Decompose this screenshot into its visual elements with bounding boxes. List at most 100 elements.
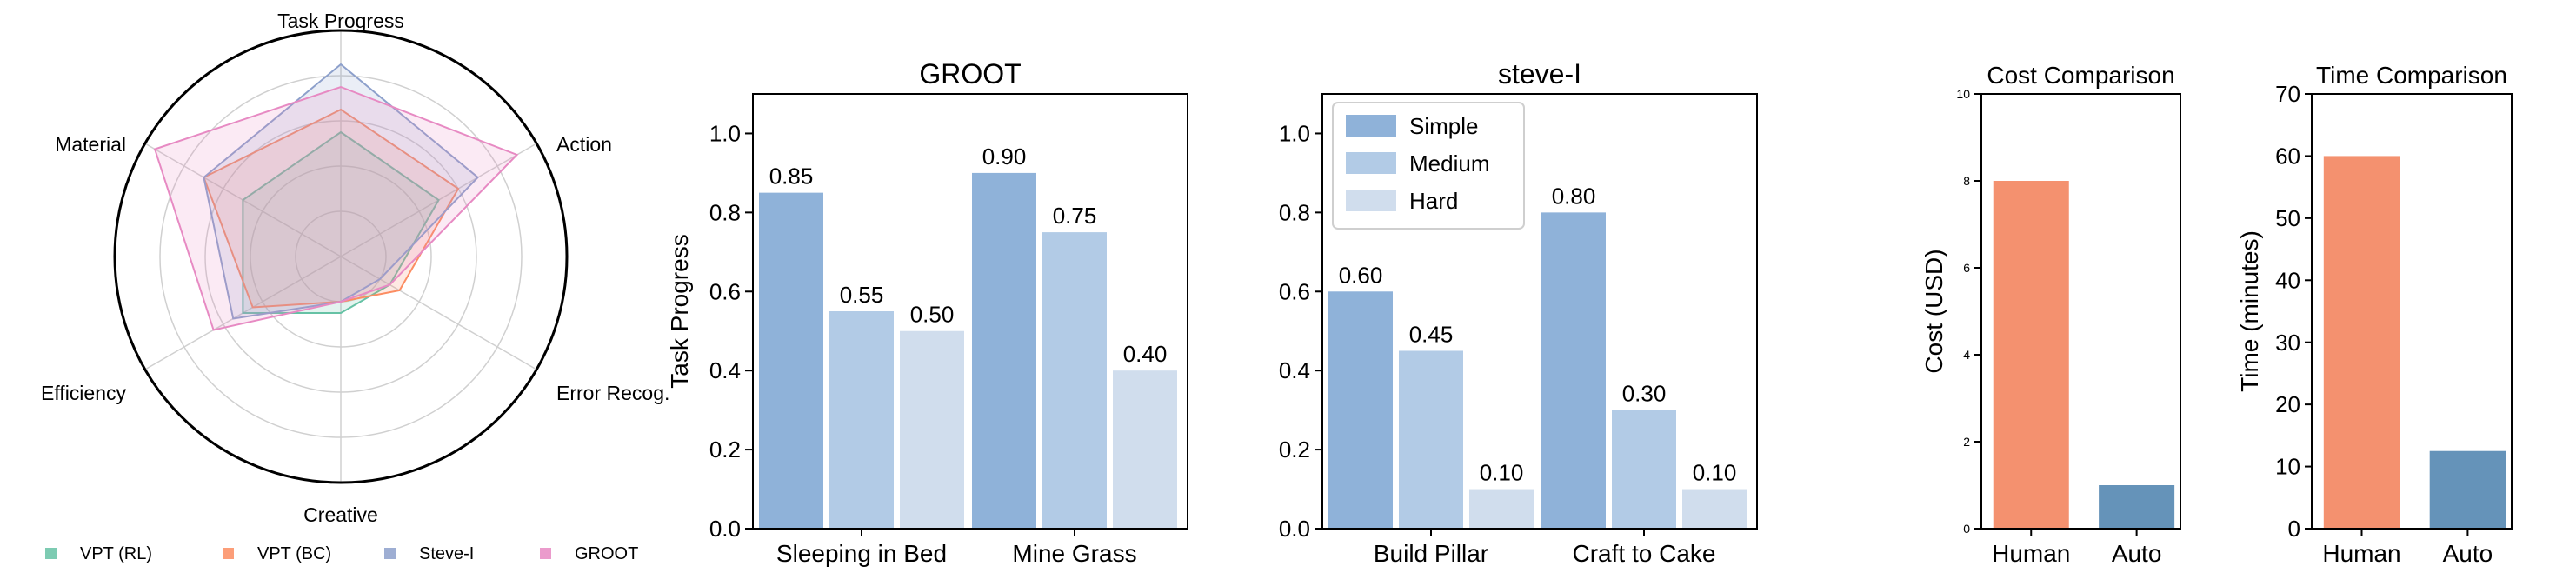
legend-label: VPT (RL): [80, 544, 152, 563]
x-tick-label: Auto: [2112, 540, 2162, 567]
y-tick-label: 50: [2275, 205, 2300, 231]
bar: [829, 311, 894, 529]
y-tick-label: 0.0: [709, 516, 741, 542]
legend-label: VPT (BC): [257, 544, 331, 563]
y-tick-label: 0.2: [1279, 436, 1310, 463]
legend-label: Medium: [1409, 150, 1489, 177]
y-tick-label: 1.0: [1279, 120, 1310, 146]
radar-outer-ring: [113, 29, 569, 484]
bar-value-label: 0.85: [769, 163, 814, 190]
y-tick-label: 0.6: [1279, 278, 1310, 304]
comparison-chart-4: Time Comparison 0 10 20 30 40 50 60 70 Time (minu…: [2236, 62, 2513, 567]
bar: [1399, 350, 1463, 529]
y-tick-label: 0.6: [709, 278, 741, 304]
legend-swatch: [1346, 152, 1396, 174]
y-tick-label: 70: [2275, 81, 2300, 107]
bar-value-label: 0.80: [1552, 183, 1596, 209]
y-tick-label: 10: [2275, 454, 2300, 480]
y-tick-label: 0: [1963, 522, 1970, 536]
bar-value-label: 0.30: [1622, 381, 1667, 407]
x-tick-label: Auto: [2443, 540, 2493, 567]
bar: [1469, 489, 1534, 529]
y-tick-label: 8: [1963, 174, 1970, 188]
legend-label: Simple: [1409, 113, 1478, 139]
legend-label: Steve-I: [419, 544, 474, 563]
x-tick-label: Mine Grass: [1012, 540, 1136, 567]
y-tick-label: 0.4: [1279, 357, 1310, 383]
radar-axis-label: Action: [556, 133, 612, 156]
x-tick-label: Sleeping in Bed: [776, 540, 947, 567]
bar-value-label: 0.75: [1053, 203, 1097, 229]
comparison-chart-3: Cost Comparison 0 2 4 6 8 10 Cost (USD) Human Aut…: [1920, 62, 2181, 567]
bar: [1328, 291, 1393, 529]
y-axis-label: Time (minutes): [2236, 230, 2263, 392]
legend-label: GROOT: [575, 544, 638, 563]
bar-value-label: 0.60: [1339, 262, 1383, 288]
y-tick-label: 20: [2275, 391, 2300, 417]
bar: [1541, 212, 1606, 529]
bar: [1682, 489, 1747, 529]
bar-value-label: 0.45: [1409, 321, 1454, 347]
bar-value-label: 0.10: [1480, 460, 1524, 486]
bar: [972, 172, 1036, 529]
x-tick-label: Craft to Cake: [1573, 540, 1716, 567]
chart-title: Cost Comparison: [1987, 62, 2174, 89]
x-tick-label: Human: [2322, 540, 2400, 567]
radar-axis-label: Creative: [303, 503, 378, 526]
radar-axis-label: Error Recog.: [556, 382, 669, 404]
plot-frame: [752, 93, 1188, 530]
y-tick-label: 0.2: [709, 436, 741, 463]
bar-chart-1: GROOT 0.0 0.2 0.4 0.6 0.8 1.0 Task Progress 0.85…: [666, 58, 1188, 567]
bar: [2323, 156, 2400, 529]
legend-swatch: [223, 548, 234, 559]
y-tick-label: 60: [2275, 143, 2300, 170]
y-tick-label: 0: [2288, 516, 2300, 542]
bar-value-label: 0.10: [1693, 460, 1737, 486]
radar-axis-label: Task Progress: [277, 10, 404, 32]
x-tick-label: Human: [1992, 540, 2070, 567]
y-tick-label: 4: [1963, 348, 1970, 362]
bar: [1042, 232, 1107, 529]
bar: [2429, 450, 2506, 529]
legend-swatch: [540, 548, 551, 559]
bar: [1113, 370, 1177, 529]
y-tick-label: 0.8: [1279, 199, 1310, 225]
y-tick-label: 30: [2275, 330, 2300, 356]
chart-legend: Simple Medium Hard: [1332, 102, 1525, 230]
legend-label: Hard: [1409, 188, 1458, 214]
chart-title: GROOT: [919, 58, 1021, 90]
y-tick-label: 2: [1963, 435, 1970, 449]
bar: [1612, 410, 1676, 529]
legend-swatch: [1346, 115, 1396, 137]
bar: [759, 192, 823, 530]
bar-value-label: 0.55: [840, 282, 884, 308]
bar-value-label: 0.50: [910, 302, 955, 328]
y-tick-label: 1.0: [709, 120, 741, 146]
radar-series-polygon: [153, 85, 519, 331]
y-tick-label: 10: [1956, 87, 1970, 101]
x-tick-label: Build Pillar: [1374, 540, 1488, 567]
chart-title: steve-I: [1498, 58, 1581, 90]
chart-title: Time Comparison: [2316, 62, 2507, 89]
y-tick-label: 0.8: [709, 199, 741, 225]
bar: [1993, 181, 2069, 529]
legend-swatch: [384, 548, 396, 559]
radar-axis-label: Material: [55, 133, 126, 156]
plot-frame: [1321, 93, 1758, 530]
plot-frame: [2311, 93, 2513, 530]
y-tick-label: 0.0: [1279, 516, 1310, 542]
radar-chart: Task Progress Action Error Recog. Creative E…: [41, 10, 669, 563]
bar-value-label: 0.90: [982, 143, 1027, 170]
bar-value-label: 0.40: [1123, 341, 1168, 367]
y-tick-label: 40: [2275, 267, 2300, 293]
bar: [2099, 485, 2175, 529]
y-axis-label: Task Progress: [666, 234, 693, 388]
bar: [900, 330, 964, 529]
plot-frame: [1980, 93, 2181, 530]
y-tick-label: 0.4: [709, 357, 741, 383]
bar-chart-2: steve-I 0.0 0.2 0.4 0.6 0.8 1.0 0.60 0.45 0.10 Bui…: [1279, 58, 1758, 567]
radar-spoke: [340, 256, 537, 370]
y-axis-label: Cost (USD): [1920, 249, 1947, 373]
radar-axis-label: Efficiency: [41, 382, 127, 404]
